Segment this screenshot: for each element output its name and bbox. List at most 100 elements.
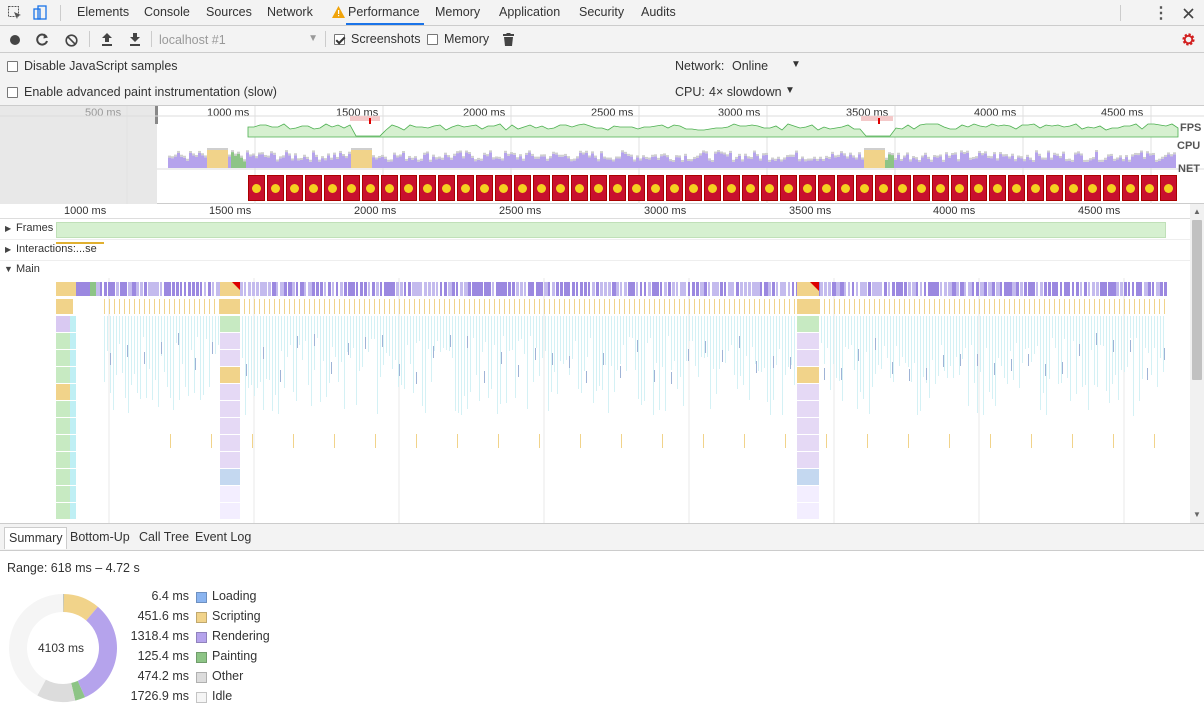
download-icon[interactable] <box>127 31 143 47</box>
screenshot-logo <box>689 184 698 193</box>
record-icon[interactable] <box>7 32 23 48</box>
screenshot-logo <box>271 184 280 193</box>
overview-left-handle[interactable] <box>155 106 158 124</box>
divider <box>325 31 326 47</box>
screenshot-thumbnail <box>913 175 930 201</box>
advanced-paint-checkbox[interactable] <box>7 87 18 98</box>
screenshot-logo <box>385 184 394 193</box>
screenshot-thumbnail <box>856 175 873 201</box>
summary-panel: Range: 618 ms – 4.72 s 4103 ms 6.4 ms Loa… <box>0 551 1204 718</box>
details-tab-call-tree[interactable]: Call Tree <box>139 530 190 544</box>
upload-icon[interactable] <box>99 31 115 47</box>
divider <box>1120 5 1121 21</box>
expand-triangle-icon: ▶ <box>5 224 12 233</box>
frames-track[interactable]: ▶ Frames <box>0 219 1190 240</box>
tab-console[interactable]: Console <box>144 5 190 19</box>
tab-elements[interactable]: Elements <box>77 5 130 19</box>
details-tab-bottom-up[interactable]: Bottom-Up <box>70 530 130 544</box>
vertical-scrollbar[interactable]: ▲ ▼ <box>1190 204 1204 523</box>
screenshot-thumbnail <box>495 175 512 201</box>
summary-row-rendering: 1318.4 ms Rendering <box>120 629 320 649</box>
cpu-value: 4× slowdown <box>709 85 782 99</box>
recording-select[interactable]: localhost #1 ▼ <box>156 30 321 49</box>
screenshot-logo <box>442 184 451 193</box>
tab-memory[interactable]: Memory <box>435 5 481 19</box>
details-tab-summary[interactable]: Summary <box>4 527 68 549</box>
details-tabs: Summary Bottom-Up Call Tree Event Log <box>0 523 1204 551</box>
timeline-overview[interactable]: 500 ms 1000 ms 1500 ms 2000 ms 2500 ms 3000 m… <box>0 106 1204 204</box>
settings-gear-icon[interactable] <box>1180 31 1197 48</box>
screenshot-logo <box>575 184 584 193</box>
warning-icon <box>331 5 345 19</box>
trash-icon[interactable] <box>500 31 516 47</box>
screenshot-thumbnail <box>552 175 569 201</box>
screenshot-logo <box>537 184 546 193</box>
expand-triangle-icon: ▶ <box>5 245 12 254</box>
summary-row-name: Rendering <box>212 629 270 643</box>
range-text: Range: 618 ms – 4.72 s <box>7 561 140 575</box>
cpu-label: CPU: <box>675 85 705 99</box>
devtools-tabbar: Elements Console Sources Network Performance… <box>0 0 1204 26</box>
interactions-track[interactable]: ▶ Interactions:...se <box>0 240 1190 261</box>
more-options-icon[interactable]: ⋮ <box>1153 5 1169 22</box>
summary-row-value: 125.4 ms <box>137 649 189 663</box>
screenshot-logo <box>480 184 489 193</box>
reload-icon[interactable] <box>34 32 50 48</box>
tab-application[interactable]: Application <box>499 5 561 19</box>
scroll-down-icon[interactable]: ▼ <box>1193 510 1201 519</box>
device-toolbar-icon[interactable] <box>31 4 49 22</box>
flame-chart[interactable]: 1000 ms 1500 ms 2000 ms 2500 ms 3000 ms 3500 … <box>0 204 1204 523</box>
chevron-down-icon: ▼ <box>791 59 801 70</box>
summary-row-loading: 6.4 ms Loading <box>120 589 320 609</box>
summary-row-value: 6.4 ms <box>151 589 189 603</box>
network-throttle-select[interactable]: Online ▼ <box>728 56 803 75</box>
disable-js-samples-checkbox[interactable] <box>7 61 18 72</box>
screenshot-thumbnail <box>780 175 797 201</box>
tab-security[interactable]: Security <box>579 5 625 19</box>
cpu-throttle-select[interactable]: 4× slowdown ▼ <box>705 82 800 101</box>
screenshot-thumbnail <box>362 175 379 201</box>
pie-slice-painting <box>71 680 86 701</box>
pie-slice-scripting <box>63 594 98 621</box>
screenshot-thumbnail <box>875 175 892 201</box>
screenshot-logo <box>784 184 793 193</box>
tab-performance[interactable]: Performance <box>346 0 424 25</box>
screenshot-logo <box>765 184 774 193</box>
advanced-paint-label: Enable advanced paint instrumentation (s… <box>24 85 277 99</box>
frames-track-label: Frames <box>16 222 54 234</box>
screenshot-thumbnail <box>647 175 664 201</box>
details-tab-event-log[interactable]: Event Log <box>195 530 252 544</box>
screenshot-logo <box>347 184 356 193</box>
summary-pie-chart <box>9 594 117 702</box>
screenshot-logo <box>1164 184 1173 193</box>
clear-icon[interactable] <box>63 32 79 48</box>
memory-checkbox[interactable] <box>427 34 438 45</box>
screenshot-logo <box>499 184 508 193</box>
screenshot-logo <box>1145 184 1154 193</box>
scrollbar-thumb[interactable] <box>1192 220 1202 380</box>
screenshot-thumbnail <box>343 175 360 201</box>
screenshot-thumbnail <box>1160 175 1177 201</box>
main-track-header[interactable]: ▼ Main <box>0 261 1190 278</box>
close-icon[interactable] <box>1179 4 1197 22</box>
tab-audits[interactable]: Audits <box>641 5 676 19</box>
screenshots-strip[interactable] <box>248 175 1178 202</box>
inspect-element-icon[interactable] <box>6 4 24 22</box>
screenshot-logo <box>252 184 261 193</box>
screenshot-thumbnail <box>1103 175 1120 201</box>
screenshot-logo <box>1050 184 1059 193</box>
screenshot-thumbnail <box>894 175 911 201</box>
main-track-label: Main <box>16 263 40 275</box>
screenshots-checkbox[interactable] <box>334 34 345 45</box>
screenshot-logo <box>328 184 337 193</box>
screenshot-thumbnail <box>761 175 778 201</box>
screenshot-thumbnail <box>1027 175 1044 201</box>
tab-network[interactable]: Network <box>267 5 313 19</box>
scroll-up-icon[interactable]: ▲ <box>1193 207 1201 216</box>
pie-slice-other <box>37 679 76 702</box>
screenshot-thumbnail <box>970 175 987 201</box>
tab-sources[interactable]: Sources <box>206 5 252 19</box>
screenshot-logo <box>1126 184 1135 193</box>
divider <box>60 5 61 21</box>
chevron-down-icon: ▼ <box>308 33 318 44</box>
